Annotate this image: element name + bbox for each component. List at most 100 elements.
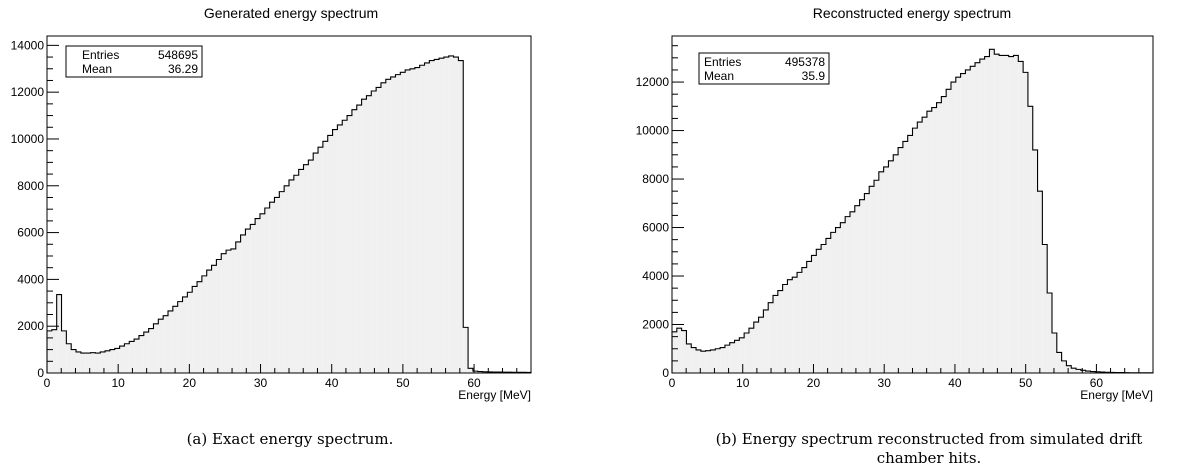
histogram-bin [400, 72, 406, 374]
histogram-bin [854, 205, 860, 373]
stats-box: Entries 548695 Mean 36.29 [65, 45, 203, 78]
stats-mean-label: Mean [82, 62, 112, 76]
stats-entries-label: Entries [82, 48, 119, 62]
histogram-bin [168, 310, 173, 373]
histogram-bin [777, 290, 783, 373]
histogram-bin [347, 115, 352, 373]
x-tick-label: 0 [44, 376, 51, 390]
histogram-bin [390, 76, 396, 373]
chart-reconstructed: Reconstructed energy spectrum 0 10 20 30 40 5… [636, 5, 1154, 402]
histogram-bin [429, 60, 435, 374]
histogram-bin [1061, 360, 1067, 373]
histogram-bin [724, 345, 730, 373]
histogram-bin [691, 347, 697, 373]
histogram-bin [482, 371, 488, 373]
histogram-bin [458, 60, 464, 374]
histogram-bin [686, 343, 692, 373]
histogram-bin [1056, 352, 1062, 373]
histogram-bin [676, 328, 682, 373]
histogram-bin [134, 339, 139, 373]
y-tick-label: 2000 [642, 318, 669, 332]
histogram-bin [201, 275, 207, 373]
y-tick-label: 2000 [17, 319, 44, 333]
histogram-bin [984, 56, 990, 374]
histogram-bin [80, 353, 86, 373]
histogram-bin [1090, 371, 1096, 373]
histogram-bin [124, 343, 130, 373]
x-tick-label: 60 [1090, 376, 1104, 390]
stats-box-frame [65, 45, 203, 78]
x-tick-label: 40 [325, 376, 339, 390]
histogram-bin [71, 349, 77, 373]
histogram-bin [298, 169, 304, 373]
histogram-bin [979, 59, 985, 373]
histogram-bin [773, 295, 778, 373]
histogram-bin [85, 353, 91, 373]
histogram-bin [327, 135, 333, 373]
histogram-bin [109, 349, 115, 373]
histogram-bin [448, 55, 454, 373]
histogram-bin [361, 99, 367, 373]
x-axis-title: Energy [MeV] [458, 388, 531, 402]
histogram-bin [816, 249, 822, 373]
histogram-bin [269, 202, 275, 373]
histogram-bin [197, 281, 202, 373]
x-tick-label: 60 [467, 376, 481, 390]
histogram-bin [153, 323, 159, 373]
stats-mean-value: 36.29 [168, 62, 198, 76]
y-tick-label: 0 [662, 366, 669, 380]
histogram-bin [434, 59, 440, 374]
histogram-bin [955, 77, 961, 374]
y-tick-label: 0 [37, 366, 44, 380]
y-tick-label: 10000 [11, 132, 45, 146]
histogram-bin [351, 109, 357, 373]
histogram-bin [734, 340, 740, 373]
histogram-bin [192, 286, 198, 373]
histogram-bin [250, 224, 256, 373]
histogram-outline [671, 48, 1154, 374]
histogram-bin [177, 301, 183, 373]
histogram-bin [705, 350, 711, 373]
y-tick-label: 14000 [11, 38, 45, 52]
histogram-bin [158, 319, 164, 373]
histogram-bin [332, 129, 338, 373]
histogram-bin [763, 309, 769, 373]
x-tick-label: 10 [736, 376, 750, 390]
histogram-bin [1027, 106, 1033, 373]
caption-b-line2: chamber hits. [876, 449, 982, 467]
x-tick-label: 10 [111, 376, 125, 390]
histogram-bin [385, 79, 391, 373]
y-tick-label: 10000 [636, 124, 670, 138]
histogram-bin [941, 96, 947, 373]
histogram-bin [143, 332, 149, 373]
histogram-bin [463, 327, 469, 373]
stats-entries-label: Entries [704, 55, 741, 69]
histogram-bin [105, 350, 110, 373]
histogram-bin [1066, 365, 1072, 373]
histogram-bin [264, 208, 270, 373]
histogram-bin [419, 65, 425, 373]
histogram-bin [313, 153, 319, 373]
histogram-bin [878, 171, 884, 373]
histogram-bin [883, 166, 889, 373]
histogram-bin [859, 199, 865, 373]
histogram-bin [975, 62, 980, 373]
histogram-outline [46, 55, 532, 373]
histogram [46, 55, 532, 374]
histogram-bin [835, 227, 841, 373]
histogram-bin [284, 185, 289, 373]
histogram-bin [902, 141, 908, 373]
histogram-bin [989, 49, 995, 373]
histogram-bin [182, 296, 188, 373]
histogram-bin [477, 371, 483, 373]
histogram-bin [472, 371, 478, 373]
y-tick-label: 8000 [17, 179, 44, 193]
histogram-bin [163, 315, 168, 373]
histogram-bin [792, 277, 798, 373]
histogram-bin [960, 73, 966, 374]
histogram-bin [840, 222, 846, 373]
histogram-bin [922, 117, 927, 373]
histogram-bin [782, 284, 788, 373]
histogram-bin [405, 69, 410, 374]
histogram-bin [1080, 370, 1086, 373]
